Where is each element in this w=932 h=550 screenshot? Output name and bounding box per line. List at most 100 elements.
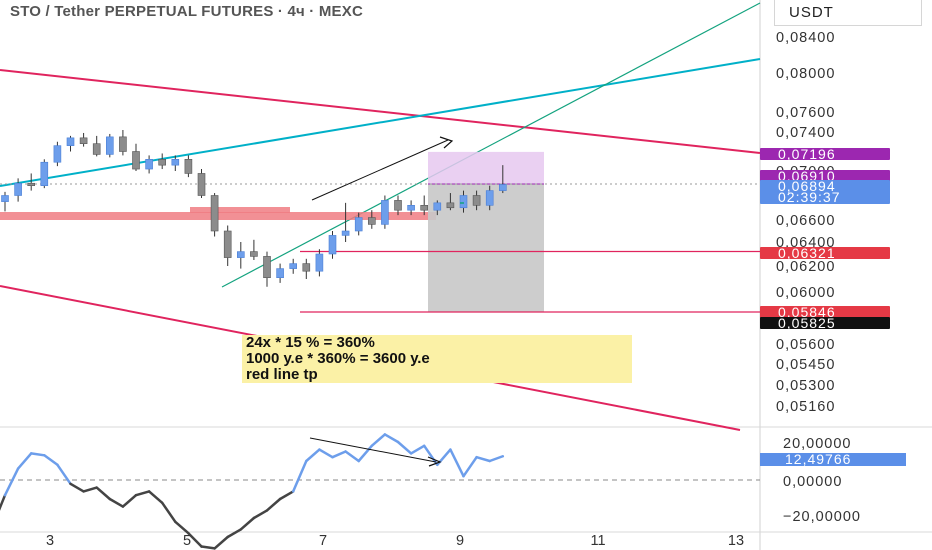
candle[interactable]	[158, 159, 166, 166]
trend-line-green[interactable]	[221, 2, 761, 288]
candle[interactable]	[420, 205, 429, 211]
price-tick-label: 0,05450	[776, 357, 835, 373]
candle[interactable]	[328, 235, 337, 255]
candle[interactable]	[92, 143, 101, 155]
trend-line-cyan[interactable]	[0, 58, 761, 187]
osc-segment	[200, 545, 216, 550]
candle[interactable]	[79, 137, 88, 145]
candle[interactable]	[210, 195, 219, 232]
candle[interactable]	[394, 200, 402, 211]
price-label-text: 0,05846	[778, 304, 836, 320]
osc-segment	[82, 486, 98, 493]
price-tick-label: 0,06200	[776, 259, 835, 275]
osc-segment	[134, 490, 151, 497]
osc-segment	[108, 497, 125, 508]
candle[interactable]	[354, 217, 363, 232]
osc-segment	[187, 531, 203, 548]
price-label-box	[760, 247, 890, 259]
osc-segment	[69, 482, 85, 493]
candle[interactable]	[106, 136, 114, 155]
candle[interactable]	[315, 253, 324, 272]
candle[interactable]	[341, 230, 350, 236]
candle[interactable]	[367, 217, 376, 225]
countdown-text: 02:39:37	[778, 189, 841, 205]
osc-value-text: 12,49766	[785, 451, 851, 467]
candle[interactable]	[263, 256, 271, 278]
candle[interactable]	[237, 251, 245, 258]
price-tick-label: 0,07400	[776, 125, 835, 141]
osc-segment	[318, 448, 334, 459]
candle[interactable]	[53, 145, 62, 163]
candle[interactable]	[40, 161, 49, 187]
time-tick-label: 9	[456, 533, 464, 549]
osc-tick-label: −20,00000	[783, 509, 861, 525]
osc-segment	[213, 535, 229, 550]
support-zone-bar-top	[190, 207, 290, 213]
currency-label: USDT	[789, 4, 834, 21]
price-label-text: 0,07196	[778, 146, 836, 162]
position-target-zone[interactable]	[428, 151, 544, 184]
osc-segment	[291, 459, 308, 493]
osc-segment	[16, 452, 33, 470]
candle[interactable]	[302, 263, 311, 272]
price-label-box	[760, 317, 890, 329]
osc-segment	[147, 490, 164, 505]
osc-segment	[488, 455, 505, 463]
osc-segment	[239, 516, 256, 531]
projection-arrow-line[interactable]	[311, 139, 449, 201]
chart-title: STO / Tether PERPETUAL FUTURES · 4ч · ME…	[10, 3, 363, 20]
price-tick-label: 0,05600	[776, 337, 835, 353]
price-label-text: 0,06321	[778, 245, 836, 261]
osc-segment	[278, 490, 295, 501]
price-tick-label: 0,08400	[776, 30, 835, 46]
candle[interactable]	[498, 184, 507, 191]
osc-segment	[174, 520, 190, 535]
price-tick-label: 0,05300	[776, 378, 835, 394]
candle[interactable]	[119, 136, 127, 152]
candle[interactable]	[184, 159, 193, 174]
price-tick-label: 0,08000	[776, 66, 835, 82]
osc-segment	[95, 486, 112, 501]
candle[interactable]	[472, 195, 481, 206]
time-tick-label: 5	[183, 533, 191, 549]
time-tick-label: 3	[46, 533, 54, 549]
candle[interactable]	[459, 195, 468, 209]
osc-segment	[29, 452, 46, 457]
candle[interactable]	[27, 182, 36, 187]
note-line-3: red line tp	[246, 366, 318, 383]
osc-value-box	[760, 453, 906, 466]
candle[interactable]	[250, 251, 258, 257]
candle[interactable]	[145, 159, 153, 170]
osc-segment	[462, 455, 478, 478]
candle[interactable]	[197, 173, 206, 196]
candle[interactable]	[407, 205, 415, 211]
candle[interactable]	[1, 195, 9, 202]
candle[interactable]	[485, 190, 494, 206]
candle[interactable]	[433, 202, 442, 211]
price-tick-label: 0,06000	[776, 285, 835, 301]
osc-segment	[43, 454, 59, 467]
projection-arrow-head	[439, 136, 454, 149]
candle[interactable]	[66, 137, 75, 146]
channel-upper-line[interactable]	[0, 69, 761, 154]
osc-tick-label: 20,00000	[783, 436, 851, 452]
osc-segment	[475, 455, 491, 463]
price-label-box	[760, 306, 890, 318]
candle[interactable]	[223, 230, 232, 258]
note-line-2: 1000 у.е * 360% = 3600 у.е	[246, 350, 430, 367]
osc-segment	[56, 463, 72, 486]
osc-divergence-line[interactable]	[309, 437, 437, 463]
candle[interactable]	[132, 151, 140, 170]
osc-segment	[396, 440, 413, 455]
osc-divergence-arrow-head	[427, 456, 442, 467]
candle[interactable]	[381, 200, 389, 225]
candle[interactable]	[276, 268, 284, 279]
candle[interactable]	[446, 202, 455, 209]
candle[interactable]	[171, 159, 180, 166]
candle[interactable]	[14, 182, 22, 196]
osc-segment	[3, 467, 20, 497]
candle[interactable]	[289, 263, 298, 269]
currency-button[interactable]: USDT	[774, 0, 922, 26]
